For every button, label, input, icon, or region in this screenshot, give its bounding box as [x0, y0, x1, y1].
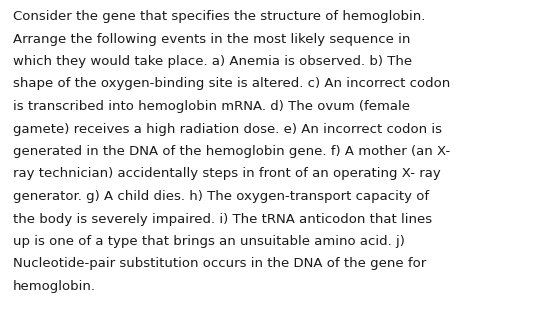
Text: hemoglobin.: hemoglobin.: [13, 280, 96, 293]
Text: ray technician) accidentally steps in front of an operating X- ray: ray technician) accidentally steps in fr…: [13, 167, 441, 181]
Text: generator. g) A child dies. h) The oxygen-transport capacity of: generator. g) A child dies. h) The oxyge…: [13, 190, 429, 203]
Text: is transcribed into hemoglobin mRNA. d) The ovum (female: is transcribed into hemoglobin mRNA. d) …: [13, 100, 410, 113]
Text: Consider the gene that specifies the structure of hemoglobin.: Consider the gene that specifies the str…: [13, 10, 425, 23]
Text: shape of the oxygen-binding site is altered. c) An incorrect codon: shape of the oxygen-binding site is alte…: [13, 78, 450, 90]
Text: which they would take place. a) Anemia is observed. b) The: which they would take place. a) Anemia i…: [13, 55, 412, 68]
Text: generated in the DNA of the hemoglobin gene. f) A mother (an X-: generated in the DNA of the hemoglobin g…: [13, 145, 450, 158]
Text: the body is severely impaired. i) The tRNA anticodon that lines: the body is severely impaired. i) The tR…: [13, 213, 432, 225]
Text: up is one of a type that brings an unsuitable amino acid. j): up is one of a type that brings an unsui…: [13, 235, 405, 248]
Text: Arrange the following events in the most likely sequence in: Arrange the following events in the most…: [13, 33, 410, 46]
Text: gamete) receives a high radiation dose. e) An incorrect codon is: gamete) receives a high radiation dose. …: [13, 122, 442, 136]
Text: Nucleotide-pair substitution occurs in the DNA of the gene for: Nucleotide-pair substitution occurs in t…: [13, 257, 426, 270]
